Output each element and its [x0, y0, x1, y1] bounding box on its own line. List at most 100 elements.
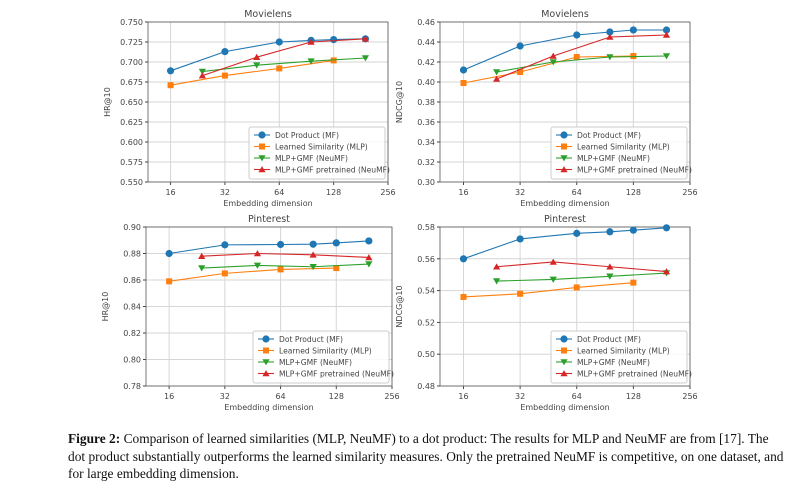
caption-text: Comparison of learned similarities (MLP,… — [68, 431, 784, 481]
series-neumf-pretrained — [198, 35, 370, 79]
data-point — [165, 249, 173, 258]
data-point — [365, 261, 373, 268]
data-point — [253, 62, 261, 69]
legend-label: Learned Similarity (MLP) — [577, 143, 670, 152]
y-tick-label: 0.78 — [123, 382, 141, 391]
data-point — [365, 237, 373, 245]
series-learned-similarity — [460, 53, 637, 86]
legend-entry: MLP+GMF (NeuMF) — [556, 358, 650, 367]
y-tick-label: 0.575 — [120, 158, 143, 167]
data-point — [630, 53, 637, 59]
y-tick-label: 0.38 — [417, 98, 435, 107]
data-point — [517, 69, 524, 75]
chart-panel-1: 16 32 64 128 256 0.550 0.575 0.600 0.625 0.650 0.6… — [103, 9, 396, 208]
data-point — [277, 266, 284, 273]
legend-marker — [560, 359, 568, 366]
data-point — [221, 270, 228, 277]
data-point — [221, 72, 228, 79]
data-point — [493, 69, 501, 76]
legend-entry: MLP+GMF pretrained (NeuMF) — [258, 370, 394, 379]
data-point — [629, 26, 637, 34]
y-tick-label: 0.56 — [417, 255, 435, 264]
data-point — [333, 265, 340, 272]
y-axis-label: NDCG@10 — [395, 81, 404, 123]
data-point — [166, 278, 173, 285]
data-point — [330, 36, 338, 44]
data-point — [549, 59, 557, 66]
data-point — [253, 53, 261, 60]
data-point — [221, 48, 229, 56]
y-tick-label: 0.58 — [417, 223, 435, 232]
data-point — [276, 240, 285, 249]
x-tick-label: 64 — [572, 392, 582, 401]
figure-2: 16 32 64 128 256 0.550 0.575 0.600 0.625 0.650 0.6… — [101, 9, 698, 412]
data-point — [167, 82, 174, 89]
data-point — [573, 229, 581, 237]
legend-label: MLP+GMF (NeuMF) — [577, 358, 650, 367]
y-tick-label: 0.725 — [120, 38, 143, 47]
series-neumf — [493, 270, 671, 285]
series-line — [496, 261, 667, 273]
data-point — [221, 241, 229, 249]
legend: Dot Product (MF) Learned Similarity (MLP)… — [550, 126, 692, 180]
data-point — [549, 258, 557, 265]
data-point — [606, 228, 614, 236]
data-point — [361, 35, 370, 42]
x-tick-label: 32 — [515, 188, 525, 197]
legend-entry: MLP+GMF (NeuMF) — [258, 358, 352, 367]
y-tick-label: 0.700 — [120, 58, 143, 67]
x-tick-label: 128 — [329, 392, 344, 401]
y-tick-label: 0.30 — [417, 178, 435, 187]
chart-panel-2: 16 32 64 128 256 0.30 0.32 0.34 0.36 0.38 0.40 0.42… — [395, 9, 698, 208]
x-tick-label: 16 — [164, 392, 174, 401]
y-tick-label: 0.650 — [120, 98, 143, 107]
legend-entry: MLP+GMF (NeuMF) — [254, 154, 348, 163]
y-tick-label: 0.46 — [417, 18, 435, 27]
data-point — [573, 31, 581, 39]
y-tick-label: 0.50 — [417, 350, 435, 359]
y-tick-label: 0.750 — [120, 18, 143, 27]
legend-marker — [258, 131, 266, 139]
legend-marker — [561, 143, 567, 150]
y-tick-label: 0.52 — [417, 318, 435, 327]
legend-marker — [560, 370, 568, 377]
chart-title: Movielens — [244, 9, 292, 20]
data-point — [198, 252, 206, 259]
x-tick-label: 64 — [274, 188, 284, 197]
x-tick-label: 32 — [220, 188, 230, 197]
legend-marker — [561, 347, 567, 354]
caption-label: Figure 2: — [68, 431, 121, 446]
series-learned-similarity — [166, 265, 340, 285]
legend-entry: MLP+GMF (NeuMF) — [556, 154, 650, 163]
data-point — [549, 276, 557, 283]
x-tick-label: 16 — [458, 188, 468, 197]
data-point — [198, 72, 206, 79]
chart-panel-3: 16 32 64 128 256 0.78 0.80 0.82 0.84 0.86 0.88 0.90… — [101, 214, 400, 412]
data-point — [460, 80, 467, 86]
data-point — [253, 250, 262, 257]
legend-label: MLP+GMF pretrained (NeuMF) — [577, 370, 692, 379]
legend: Dot Product (MF) Learned Similarity (MLP)… — [550, 330, 692, 384]
series-neumf — [198, 55, 370, 75]
y-tick-label: 0.42 — [417, 58, 435, 67]
y-tick-label: 0.86 — [123, 276, 141, 285]
y-tick-label: 0.84 — [123, 303, 141, 312]
chart-title: Pinterest — [248, 214, 290, 225]
x-tick-label: 256 — [682, 392, 697, 401]
y-tick-label: 0.550 — [120, 178, 143, 187]
legend-entry: Dot Product (MF) — [258, 335, 343, 344]
series-line — [170, 38, 366, 72]
legend: Dot Product (MF) Learned Similarity (MLP)… — [248, 126, 390, 180]
legend-label: Learned Similarity (MLP) — [275, 143, 368, 152]
legend-marker — [262, 370, 270, 377]
y-tick-label: 0.36 — [417, 118, 435, 127]
data-point — [606, 54, 614, 61]
legend-entry: Dot Product (MF) — [556, 335, 641, 344]
data-point — [459, 255, 468, 263]
y-tick-label: 0.54 — [417, 287, 435, 296]
chart-panel-4: 16 32 64 128 256 0.48 0.50 0.52 0.54 0.56 0.58 Pint… — [395, 214, 698, 412]
x-tick-label: 32 — [515, 392, 525, 401]
legend: Dot Product (MF) Learned Similarity (MLP)… — [252, 330, 394, 384]
series-learned-similarity — [460, 279, 637, 300]
data-point — [662, 31, 671, 38]
